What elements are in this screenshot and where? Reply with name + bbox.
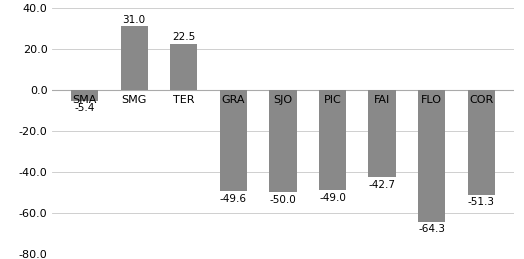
Bar <box>71 90 99 101</box>
Text: GRA: GRA <box>222 95 245 105</box>
Bar <box>220 90 247 191</box>
Text: PIC: PIC <box>324 95 342 105</box>
Text: -49.6: -49.6 <box>220 194 247 204</box>
Text: SMG: SMG <box>122 95 147 105</box>
Text: -5.4: -5.4 <box>74 103 95 113</box>
Bar <box>368 90 396 177</box>
Text: -49.0: -49.0 <box>319 193 346 203</box>
Text: FLO: FLO <box>421 95 442 105</box>
Text: 31.0: 31.0 <box>123 15 146 25</box>
Bar <box>467 90 495 195</box>
Bar <box>121 26 148 90</box>
Bar <box>170 44 198 90</box>
Text: -64.3: -64.3 <box>418 224 445 234</box>
Text: SMA: SMA <box>72 95 97 105</box>
Text: FAI: FAI <box>374 95 390 105</box>
Text: TER: TER <box>173 95 194 105</box>
Text: SJO: SJO <box>274 95 292 105</box>
Bar <box>269 90 297 192</box>
Text: -50.0: -50.0 <box>269 195 297 205</box>
Text: -51.3: -51.3 <box>468 197 495 207</box>
Text: 22.5: 22.5 <box>172 32 195 42</box>
Text: -42.7: -42.7 <box>368 180 396 190</box>
Bar <box>418 90 445 222</box>
Text: COR: COR <box>469 95 494 105</box>
Bar <box>319 90 346 190</box>
